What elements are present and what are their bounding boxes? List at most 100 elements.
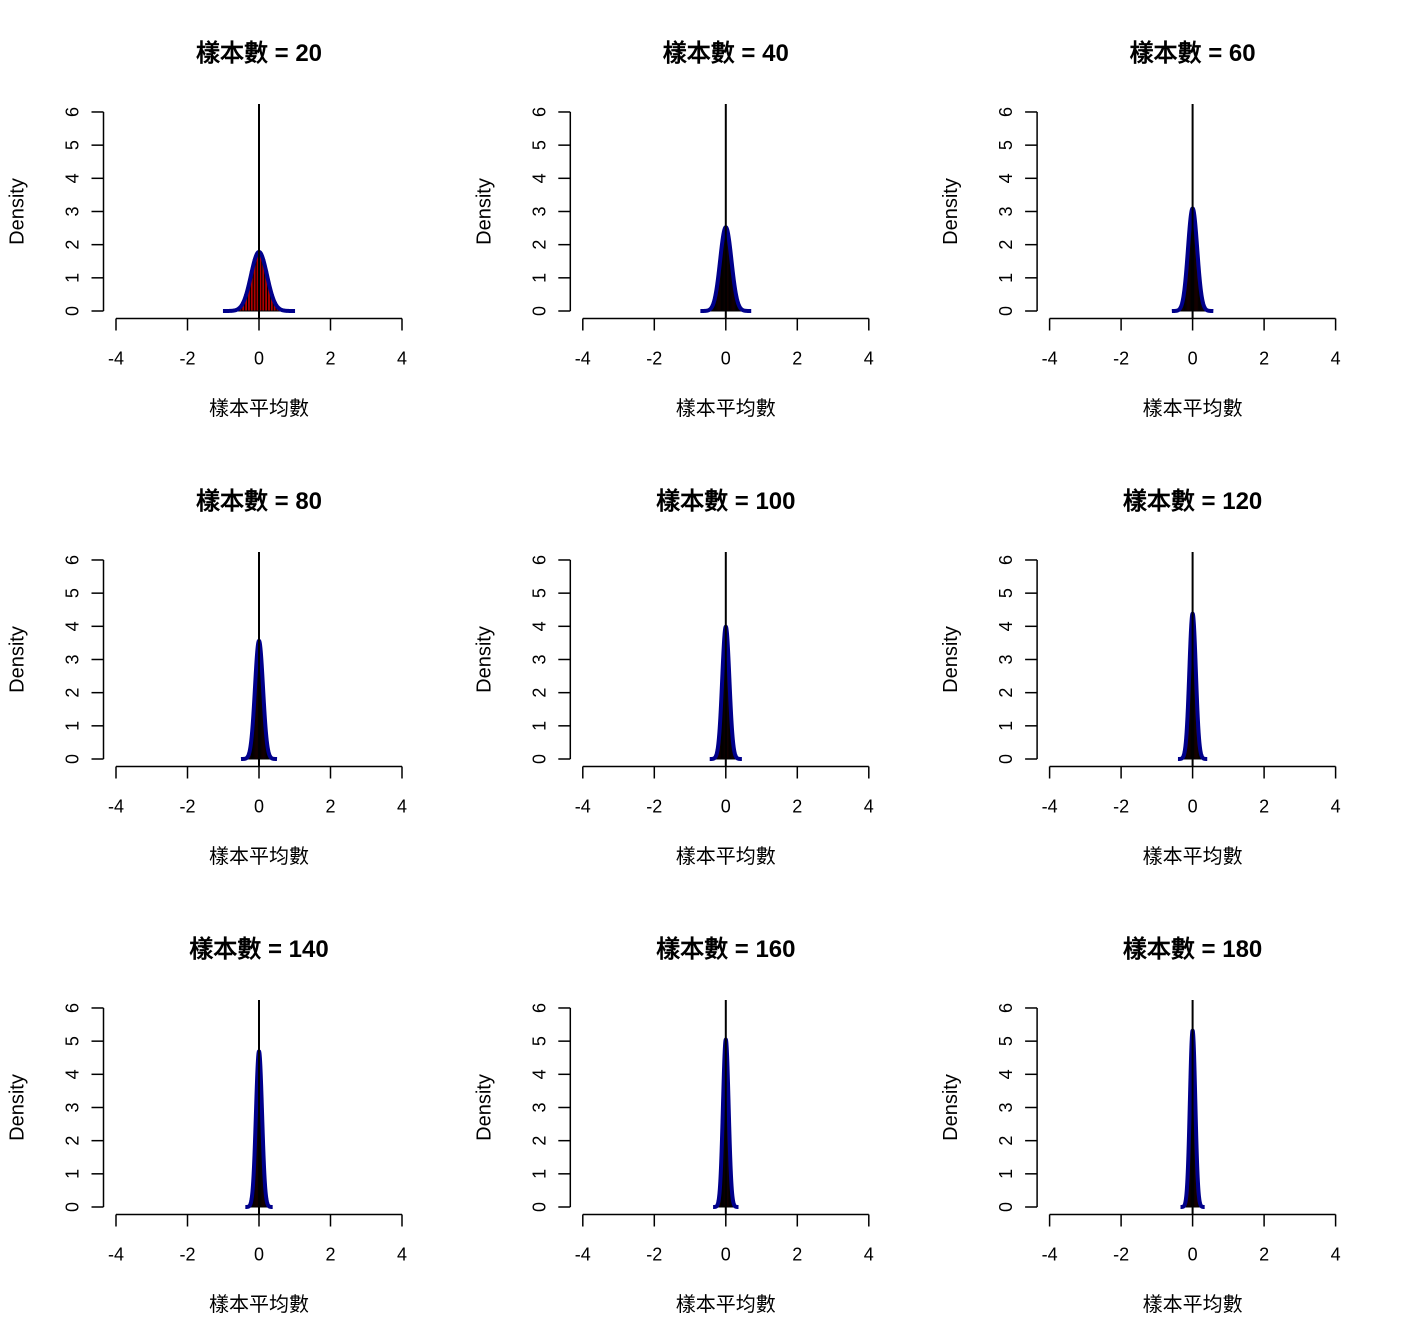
x-tick-label: 4 (397, 1245, 407, 1265)
y-tick-label: 0 (529, 1202, 549, 1212)
y-axis-label: Density (473, 178, 495, 245)
panel-title: 樣本數 = 120 (1123, 487, 1262, 515)
y-axis-label: Density (940, 626, 962, 693)
y-tick-label: 4 (996, 173, 1016, 183)
x-tick-label: 0 (254, 1245, 264, 1265)
x-axis-label: 樣本平均數 (209, 845, 309, 868)
x-tick-label: -2 (1113, 1245, 1129, 1265)
y-tick-label: 0 (63, 754, 83, 764)
y-tick-label: 5 (529, 588, 549, 598)
y-tick-label: 1 (63, 1169, 83, 1179)
y-tick-label: 2 (63, 1136, 83, 1146)
panel-title: 樣本數 = 160 (656, 935, 795, 963)
x-axis-label: 樣本平均數 (1143, 397, 1243, 420)
panel-title: 樣本數 = 80 (196, 487, 322, 515)
x-tick-label: 4 (864, 349, 874, 369)
x-tick-label: 2 (325, 1245, 335, 1265)
panel-title: 樣本數 = 100 (656, 487, 795, 515)
panel-120: 樣本數 = 120 -4 -2 0 2 4 樣本平均數 0 1 2 3 4 5 6 Density (940, 487, 1341, 868)
y-tick-label: 1 (63, 273, 83, 283)
y-tick-label: 5 (529, 1036, 549, 1046)
panel-180: 樣本數 = 180 -4 -2 0 2 4 樣本平均數 0 1 2 3 4 5 6 Density (940, 935, 1341, 1316)
x-tick-label: -4 (575, 1245, 591, 1265)
y-tick-label: 3 (996, 206, 1016, 216)
x-tick-label: 2 (1259, 1245, 1269, 1265)
y-tick-label: 0 (996, 306, 1016, 316)
panel-100: 樣本數 = 100 -4 -2 0 2 4 樣本平均數 0 1 2 3 4 5 6 Density (473, 487, 874, 868)
x-tick-label: 2 (792, 797, 802, 817)
y-axis-label: Density (473, 626, 495, 693)
x-tick-label: -2 (179, 1245, 195, 1265)
x-tick-label: -4 (575, 797, 591, 817)
x-tick-label: 4 (397, 797, 407, 817)
y-axis-label: Density (7, 178, 29, 245)
y-axis-label: Density (940, 178, 962, 245)
y-tick-label: 2 (996, 688, 1016, 698)
y-axis-label: Density (940, 1074, 962, 1141)
y-tick-label: 5 (63, 588, 83, 598)
y-tick-label: 4 (529, 621, 549, 631)
panel-60: 樣本數 = 60 -4 -2 0 2 4 樣本平均數 0 1 2 3 4 5 6 Density (940, 39, 1341, 420)
y-tick-label: 5 (63, 140, 83, 150)
y-tick-label: 6 (529, 107, 549, 117)
y-tick-label: 1 (996, 1169, 1016, 1179)
panel-title: 樣本數 = 60 (1130, 39, 1256, 67)
y-tick-label: 3 (529, 654, 549, 664)
y-tick-label: 2 (63, 240, 83, 250)
y-tick-label: 6 (996, 107, 1016, 117)
x-tick-label: 2 (325, 797, 335, 817)
x-tick-label: 0 (721, 797, 731, 817)
y-tick-label: 1 (529, 721, 549, 731)
y-tick-label: 5 (996, 588, 1016, 598)
x-tick-label: 0 (1188, 1245, 1198, 1265)
x-tick-label: 4 (397, 349, 407, 369)
y-tick-label: 2 (529, 688, 549, 698)
y-tick-label: 2 (996, 240, 1016, 250)
y-tick-label: 6 (529, 1003, 549, 1013)
y-tick-label: 3 (529, 1102, 549, 1112)
panel-title: 樣本數 = 180 (1123, 935, 1262, 963)
x-tick-label: 4 (1331, 349, 1341, 369)
y-tick-label: 3 (996, 654, 1016, 664)
y-tick-label: 3 (63, 654, 83, 664)
y-axis-label: Density (7, 626, 29, 693)
x-tick-label: 2 (1259, 349, 1269, 369)
y-tick-label: 4 (63, 173, 83, 183)
y-tick-label: 3 (996, 1102, 1016, 1112)
panel-80: 樣本數 = 80 -4 -2 0 2 4 樣本平均數 0 1 2 3 4 5 6 Density (7, 487, 408, 868)
y-tick-label: 1 (996, 273, 1016, 283)
x-tick-label: 4 (1331, 797, 1341, 817)
y-tick-label: 0 (63, 306, 83, 316)
x-tick-label: 4 (864, 797, 874, 817)
x-axis-label: 樣本平均數 (676, 1293, 776, 1316)
panel-title: 樣本數 = 20 (196, 39, 322, 67)
x-axis-label: 樣本平均數 (1143, 845, 1243, 868)
y-tick-label: 3 (63, 206, 83, 216)
x-tick-label: 0 (1188, 349, 1198, 369)
x-tick-label: -2 (179, 349, 195, 369)
y-tick-label: 3 (529, 206, 549, 216)
x-tick-label: 0 (721, 349, 731, 369)
x-tick-label: -2 (646, 1245, 662, 1265)
x-axis-label: 樣本平均數 (209, 1293, 309, 1316)
x-axis-label: 樣本平均數 (209, 397, 309, 420)
y-tick-label: 4 (529, 1069, 549, 1079)
panel-title: 樣本數 = 140 (189, 935, 328, 963)
x-axis-label: 樣本平均數 (676, 845, 776, 868)
x-tick-label: 2 (325, 349, 335, 369)
x-tick-label: 2 (792, 349, 802, 369)
x-tick-label: 2 (1259, 797, 1269, 817)
y-tick-label: 4 (63, 621, 83, 631)
y-tick-label: 6 (996, 555, 1016, 565)
y-tick-label: 4 (996, 1069, 1016, 1079)
y-tick-label: 0 (996, 1202, 1016, 1212)
x-tick-label: 0 (1188, 797, 1198, 817)
y-tick-label: 6 (529, 555, 549, 565)
y-tick-label: 0 (529, 306, 549, 316)
x-tick-label: -4 (108, 1245, 124, 1265)
x-axis-label: 樣本平均數 (676, 397, 776, 420)
y-tick-label: 2 (63, 688, 83, 698)
x-tick-label: -2 (1113, 797, 1129, 817)
y-tick-label: 6 (63, 1003, 83, 1013)
